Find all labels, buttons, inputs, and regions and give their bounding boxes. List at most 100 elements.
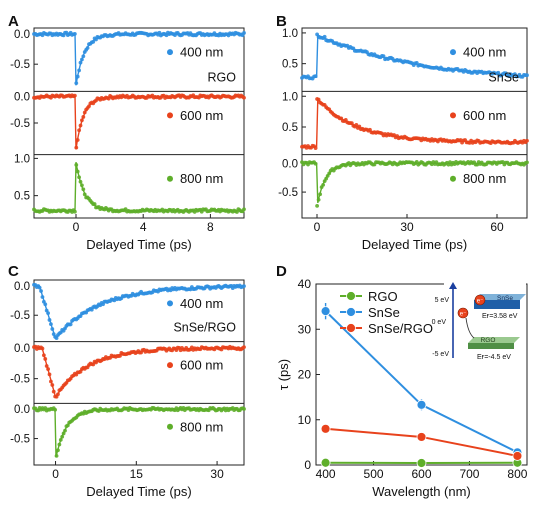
y-tick-label: -0.5 xyxy=(10,374,30,386)
x-axis-label: Delayed Time (ps) xyxy=(362,237,467,252)
y-tick-label: -0.5 xyxy=(10,118,30,130)
y-tick-label: 20 xyxy=(298,368,312,382)
data-point xyxy=(416,432,427,442)
legend-marker xyxy=(450,112,456,119)
x-tick-label: 500 xyxy=(364,467,384,481)
plot-frame xyxy=(301,27,528,219)
x-tick-label: 8 xyxy=(207,220,214,234)
energy-level-mid: 0 eV xyxy=(432,319,447,326)
data-point xyxy=(320,457,331,468)
sample-label: RGO xyxy=(208,70,237,84)
y-tick-label: -0.5 xyxy=(10,310,30,322)
x-tick-label: 4 xyxy=(140,220,147,234)
snse-block-label: SnSe xyxy=(497,295,513,302)
legend-marker xyxy=(346,323,356,333)
plot-frame xyxy=(33,279,245,466)
y-tick-label: 30 xyxy=(298,322,312,336)
fit-line xyxy=(34,408,244,457)
fit-line xyxy=(302,34,528,78)
legend-marker xyxy=(450,175,456,182)
snse-block-top xyxy=(474,294,526,300)
fit-line xyxy=(302,97,527,148)
fit-line xyxy=(34,285,245,340)
x-tick-label: 700 xyxy=(459,467,479,481)
x-axis-label: Delayed Time (ps) xyxy=(86,237,191,252)
data-point xyxy=(320,306,331,317)
x-tick-label: 400 xyxy=(316,467,336,481)
electron-transfer-arrow xyxy=(465,317,475,339)
fit-line xyxy=(302,162,527,203)
y-axis-label: τ (ps) xyxy=(276,359,291,390)
y-tick-label: 0.5 xyxy=(282,59,298,71)
y-tick-label: 0.5 xyxy=(282,122,298,134)
legend-marker xyxy=(167,49,173,56)
y-tick-label: 0.0 xyxy=(14,404,30,416)
rgo-fermi-label: Eғ=-4.5 eV xyxy=(477,354,511,361)
x-tick-label: 600 xyxy=(411,467,431,481)
rgo-block xyxy=(468,343,514,349)
fit-line xyxy=(34,95,244,150)
fit-line xyxy=(34,347,244,398)
legend-label: RGO xyxy=(368,289,398,304)
electron-icon xyxy=(474,294,486,306)
legend-label: SnSe xyxy=(368,305,400,320)
legend-marker xyxy=(450,49,456,56)
sample-label: SnSe xyxy=(488,70,519,84)
data-point xyxy=(416,458,427,468)
energy-axis-arrow xyxy=(449,282,457,289)
rgo-block-top xyxy=(468,337,520,343)
panel-d: D 0 10 20 30 40 400 500 600 700 800 Wavelength (nm)… xyxy=(276,263,528,499)
y-tick-label: 10 xyxy=(298,413,312,427)
x-tick-label: 15 xyxy=(130,467,144,481)
legend-marker xyxy=(167,300,173,307)
energy-level-bottom: -5 eV xyxy=(432,351,449,358)
y-tick-label: 0.0 xyxy=(282,158,298,170)
y-tick-label: 0 xyxy=(304,458,311,472)
x-tick-label: 60 xyxy=(490,220,504,234)
y-tick-label: 0.0 xyxy=(14,29,30,41)
x-tick-label: 30 xyxy=(400,220,414,234)
x-tick-label: 30 xyxy=(210,467,224,481)
y-tick-label: -0.5 xyxy=(278,187,298,199)
legend-label: 800 nm xyxy=(180,171,223,186)
legend-marker xyxy=(167,175,173,182)
panel-letter-b: B xyxy=(276,13,287,30)
snse-block xyxy=(474,300,520,309)
y-tick-label: -0.5 xyxy=(10,59,30,71)
inset-background xyxy=(444,278,526,364)
legend-label: 400 nm xyxy=(463,45,506,60)
legend-marker xyxy=(346,307,356,317)
panel-letter-c: C xyxy=(8,263,19,280)
energy-diagram-inset: 5 eV 0 eV -5 eV SnSe Eғ=3.58 eV RGO Eғ=-4.5 eV… xyxy=(432,278,526,364)
legend-marker xyxy=(167,362,173,369)
fit-line xyxy=(34,161,244,212)
y-tick-label: 1.0 xyxy=(282,28,298,40)
legend-label: 800 nm xyxy=(180,419,223,434)
data-point xyxy=(320,423,331,434)
legend-label: 800 nm xyxy=(463,171,506,186)
electron-icon xyxy=(457,307,469,319)
y-tick-label: 40 xyxy=(298,277,312,291)
sample-label: SnSe/RGO xyxy=(173,321,236,335)
y-tick-label: 0.0 xyxy=(14,343,30,355)
legend-marker xyxy=(167,112,173,119)
fit-line xyxy=(34,33,244,86)
legend-marker xyxy=(167,423,173,430)
y-tick-label: 0.5 xyxy=(14,191,30,203)
legend-label: 600 nm xyxy=(463,108,506,123)
legend-label: 400 nm xyxy=(180,45,223,60)
panel-letter-a: A xyxy=(8,13,19,30)
rgo-block-label: RGO xyxy=(481,337,496,344)
x-tick-label: 0 xyxy=(52,467,59,481)
legend-label: 600 nm xyxy=(180,108,223,123)
legend-label: 600 nm xyxy=(180,358,223,373)
x-tick-label: 800 xyxy=(507,467,527,481)
legend-marker xyxy=(346,291,356,301)
electron-label: e⁻ xyxy=(477,299,484,305)
x-axis-label: Wavelength (nm) xyxy=(372,484,471,499)
x-tick-label: 0 xyxy=(314,220,321,234)
